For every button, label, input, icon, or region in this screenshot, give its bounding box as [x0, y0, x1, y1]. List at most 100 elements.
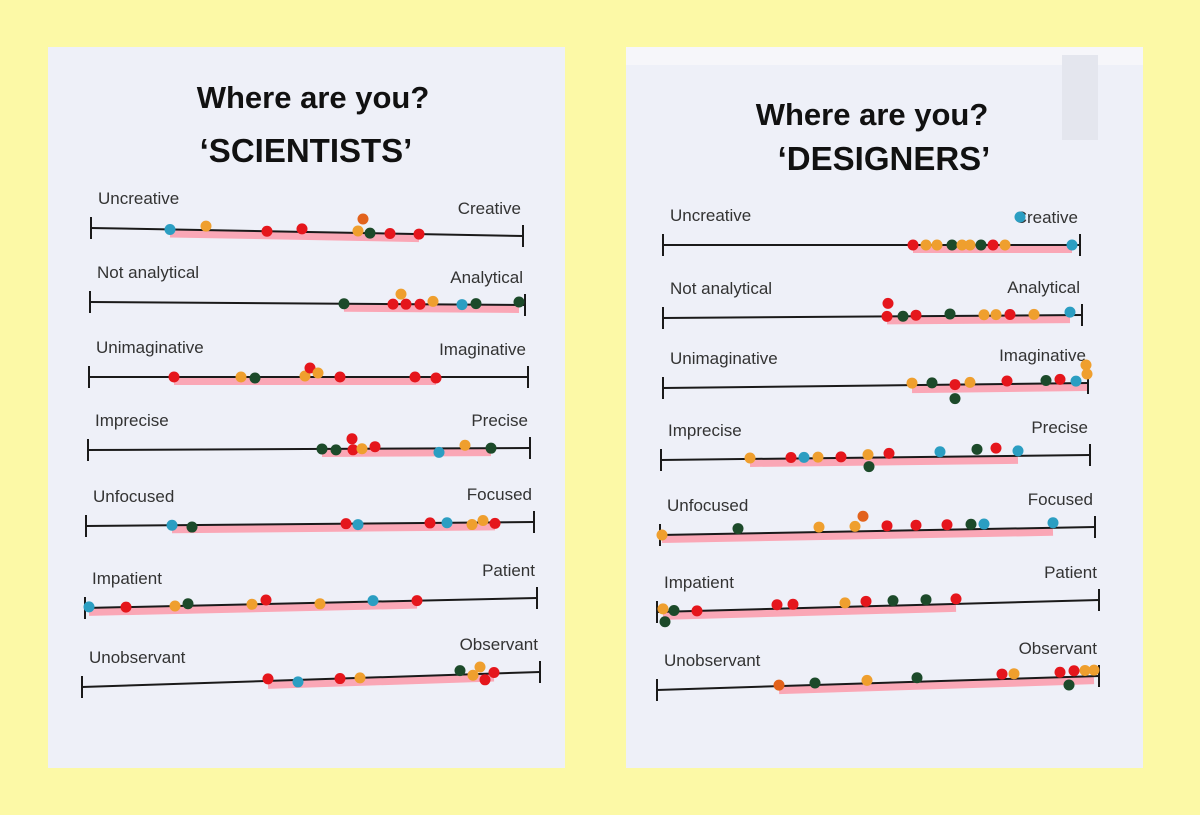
sticker-dot: [881, 520, 893, 532]
sticker-dot: [1081, 368, 1093, 380]
sticker-dot: [1070, 375, 1082, 387]
highlighter: [662, 603, 957, 620]
scale-right-label: Patient: [1044, 563, 1097, 582]
sticker-dot: [246, 598, 258, 610]
scale-right-label: Analytical: [1007, 278, 1080, 297]
sticker-dot: [668, 605, 680, 617]
highlighter: [267, 673, 495, 689]
highlighter: [911, 383, 1088, 394]
sticker-dot: [857, 510, 869, 522]
sticker-dot: [489, 517, 501, 529]
sticker-dot: [887, 595, 899, 607]
sticker-dot: [356, 443, 368, 455]
highlighter: [661, 527, 1054, 543]
scale-right-label: Creative: [458, 199, 521, 218]
scale-line: [659, 526, 1096, 536]
sticker-dot: [978, 309, 990, 321]
sticker-dot: [168, 371, 180, 383]
sticker-dot: [941, 519, 953, 531]
highlighter: [169, 229, 420, 243]
sticker-dot: [459, 439, 471, 451]
sticker-dot: [1088, 664, 1100, 676]
sticker-dot: [367, 595, 379, 607]
scale-left-label: Uncreative: [670, 206, 751, 225]
scale-left-label: Unfocused: [93, 487, 174, 506]
sticker-dot: [369, 441, 381, 453]
highlighter: [321, 448, 492, 457]
sticker-dot: [83, 601, 95, 613]
sticker-dot: [488, 667, 500, 679]
highlighter: [749, 455, 1019, 467]
sticker-dot: [347, 444, 359, 456]
sticker-dot: [400, 298, 412, 310]
scale-right-label: Observant: [460, 635, 539, 654]
scale-left-label: Impatient: [664, 573, 734, 592]
scale-left-label: Unobservant: [89, 648, 186, 667]
sticker-dot: [978, 518, 990, 530]
sticker-dot: [965, 518, 977, 530]
sticker-dot: [186, 521, 198, 533]
sticker-dot: [732, 523, 744, 535]
sticker-dot: [906, 377, 918, 389]
sticker-dot: [920, 239, 932, 251]
sticker-dot: [934, 446, 946, 458]
scale-left-label: Imprecise: [668, 421, 742, 440]
sticker-dot: [656, 529, 668, 541]
sticker-dot: [433, 446, 445, 458]
sticker-dot: [334, 371, 346, 383]
sticker-dot: [990, 309, 1002, 321]
sticker-dot: [1080, 359, 1092, 371]
sticker-dot: [787, 598, 799, 610]
scale-line: [90, 227, 524, 237]
sticker-dot: [897, 310, 909, 322]
sticker-dot: [860, 595, 872, 607]
sticker-dot: [964, 239, 976, 251]
sheet-subtitle: ‘SCIENTISTS’: [200, 132, 413, 169]
sticker-dot: [949, 379, 961, 391]
scale-left-label: Unimaginative: [96, 338, 204, 357]
sticker-dot: [1063, 679, 1075, 691]
scale-line: [85, 521, 535, 527]
sticker-dot: [950, 593, 962, 605]
scale-line: [656, 599, 1100, 613]
scale-right-label: Observant: [1019, 639, 1098, 658]
sticker-dot: [413, 228, 425, 240]
sticker-dot: [773, 679, 785, 691]
tape: [1062, 55, 1098, 140]
scale-line: [89, 301, 526, 306]
sticker-dot: [249, 372, 261, 384]
sticker-dot: [166, 519, 178, 531]
sticker-dot: [409, 371, 421, 383]
sticker-dot: [798, 451, 810, 463]
scale-right-label: Precise: [471, 411, 528, 430]
sticker-dot: [296, 223, 308, 235]
sticker-dot: [863, 461, 875, 473]
scale-left-label: Impatient: [92, 569, 162, 588]
sticker-dot: [964, 376, 976, 388]
sticker-dot: [312, 367, 324, 379]
scale-right-label: Analytical: [450, 268, 523, 287]
sticker-dot: [861, 674, 873, 686]
sticker-dot: [835, 451, 847, 463]
scale-line: [662, 382, 1089, 389]
sticker-dot: [771, 599, 783, 611]
scale-left-label: Unobservant: [664, 651, 761, 670]
sticker-dot: [513, 296, 525, 308]
sticker-dot: [931, 239, 943, 251]
sticker-dot: [395, 288, 407, 300]
sticker-dot: [987, 239, 999, 251]
sticker-dot: [352, 519, 364, 531]
sticker-dot: [785, 451, 797, 463]
sticker-dot: [456, 299, 468, 311]
sticker-dot: [1008, 668, 1020, 680]
sticker-dot: [882, 297, 894, 309]
sticker-dot: [849, 520, 861, 532]
sheet-designers: [626, 47, 1143, 768]
sticker-dot: [430, 372, 442, 384]
sticker-dot: [414, 298, 426, 310]
sticker-dot: [812, 451, 824, 463]
scale-right-label: Imaginative: [439, 340, 526, 359]
sticker-dot: [907, 239, 919, 251]
sticker-dot: [691, 605, 703, 617]
